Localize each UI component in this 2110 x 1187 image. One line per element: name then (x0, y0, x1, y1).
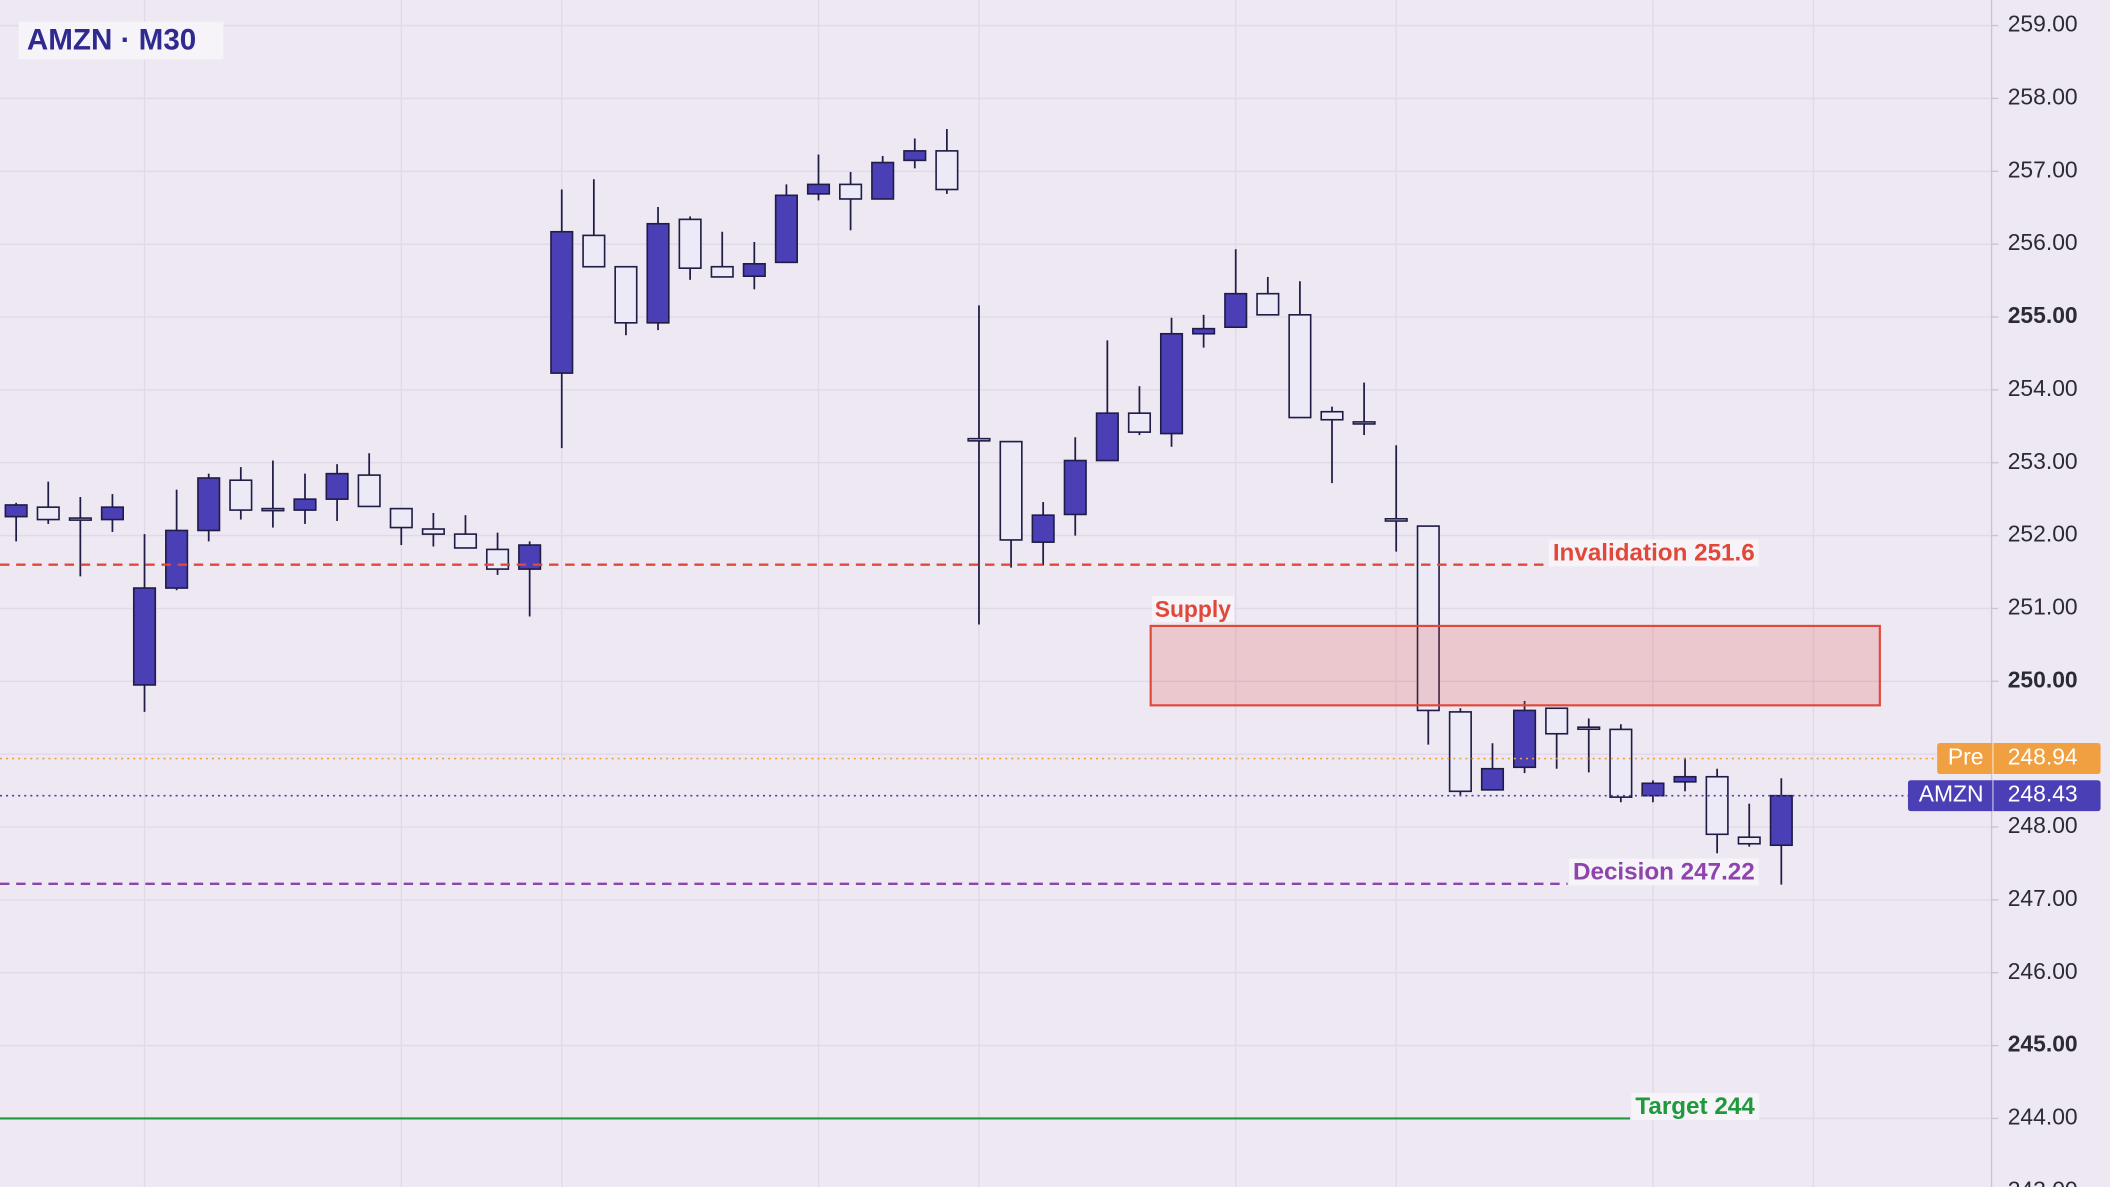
price-tag (1907, 780, 2101, 812)
y-tick-label: 248.00 (2008, 812, 2078, 838)
overlay: Supply Invalidation 251.6 Decision 247.22 T… (0, 539, 2101, 1121)
candle-body-down (967, 437, 991, 442)
y-tick-label: 251.00 (2008, 593, 2078, 619)
candle-body-down (582, 234, 606, 268)
candle-body-down (36, 506, 60, 521)
candle-body-up (1480, 767, 1505, 791)
candle-body-down (229, 479, 253, 511)
y-tick-label: 253.00 (2008, 448, 2078, 474)
level-label: Target 244 (1635, 1093, 1755, 1120)
candle-body-up (1159, 332, 1184, 435)
y-tick-label: 244.00 (2008, 1103, 2078, 1129)
candle-body-up (742, 263, 766, 278)
candle-body-up (774, 194, 798, 264)
candle-body-down (839, 183, 863, 200)
candle-body-down (1416, 525, 1440, 712)
y-tick-label: 259.00 (2008, 11, 2078, 37)
candle-body-down (68, 517, 92, 521)
candle-body-up (871, 161, 895, 200)
candle-body-down (1256, 292, 1280, 316)
y-tick-label: 250.00 (2008, 666, 2078, 692)
price-tag (1937, 743, 2101, 775)
candle-body-down (261, 507, 285, 512)
candle-body-down (999, 440, 1023, 541)
level-label-bg (1631, 1093, 1760, 1121)
y-tick-label: 257.00 (2008, 156, 2078, 182)
y-tick-label: 255.00 (2008, 302, 2078, 328)
level-label-bg (1568, 858, 1759, 886)
candle-body-down (614, 265, 638, 324)
candle-body-down (1352, 421, 1376, 425)
zone-label: Supply (1155, 596, 1231, 622)
zone-label-bg (1152, 596, 1234, 623)
y-tick-label: 246.00 (2008, 958, 2078, 984)
candle-body-up (132, 587, 157, 686)
grid (0, 0, 1992, 1187)
candle-body-down (1705, 775, 1729, 836)
candle-body-up (806, 183, 831, 195)
candle-body-up (197, 477, 221, 532)
candle-body-down (453, 533, 478, 549)
candle-body-up (1769, 794, 1793, 847)
y-tick-label: 247.00 (2008, 885, 2078, 911)
plot (4, 129, 1793, 885)
candle-body-up (1192, 327, 1216, 335)
candle-body-down (710, 265, 734, 278)
candle-body-up (1641, 782, 1665, 797)
candle-body-down (1320, 410, 1344, 421)
candle-body-up (550, 230, 574, 374)
y-tick-label: 256.00 (2008, 229, 2078, 255)
level-label: Invalidation 251.6 (1553, 539, 1755, 566)
price-tag-value: 248.43 (2008, 781, 2078, 807)
candle-body-up (518, 544, 542, 570)
supply-zone (1149, 624, 1881, 707)
y-tick-label: 252.00 (2008, 521, 2078, 547)
candle-body-up (4, 504, 28, 518)
candle-body-down (389, 507, 413, 529)
candle-body-up (100, 506, 125, 521)
candle-body-up (1224, 292, 1248, 329)
candle-body-down (1737, 836, 1761, 845)
candle-body-down (485, 548, 510, 570)
level-label-bg (1548, 539, 1759, 567)
title-bg (18, 21, 224, 60)
candle-body-up (646, 222, 670, 324)
candle-body-up (293, 498, 317, 511)
candle-body-up (1063, 459, 1087, 516)
candle-body-down (1127, 412, 1152, 433)
price-tag-name: AMZN (1919, 781, 1984, 807)
y-tick-label: 254.00 (2008, 375, 2078, 401)
chart-title: AMZN · M30 (27, 24, 196, 57)
candle-body-down (1545, 707, 1569, 735)
candle-body-down (421, 528, 445, 535)
candle-body-up (1673, 775, 1697, 783)
candle-body-up (1512, 709, 1537, 769)
candle-body-down (1609, 728, 1633, 798)
y-tick-label: 258.00 (2008, 83, 2078, 109)
candle-body-down (1577, 726, 1601, 731)
candle-body-up (903, 150, 927, 162)
candle-body-down (1448, 711, 1472, 793)
candle-body-down (1384, 518, 1408, 522)
candle-body-down (357, 474, 381, 508)
candle-body-up (165, 529, 189, 589)
candle-body-down (678, 218, 702, 269)
candle-body-up (325, 472, 349, 500)
y-tick-label: 245.00 (2008, 1031, 2078, 1057)
candle-body-up (1031, 514, 1055, 543)
candle-body-down (935, 150, 959, 191)
price-tag-value: 248.94 (2008, 744, 2078, 770)
level-label: Decision 247.22 (1573, 858, 1755, 885)
y-tick-label: 243.00 (2008, 1176, 2078, 1187)
candle-body-up (1095, 412, 1119, 462)
candle-body-down (1288, 314, 1312, 419)
price-tag-name: Pre (1948, 744, 1984, 770)
